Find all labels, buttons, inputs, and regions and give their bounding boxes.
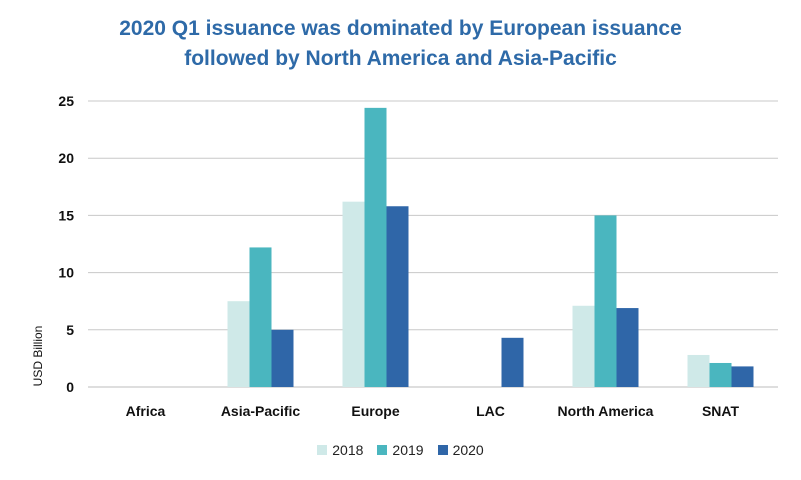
legend-item-2019: 2019 (377, 442, 424, 458)
gridlines (88, 100, 778, 388)
bar-2018-north-america (572, 305, 595, 387)
bar-2020-north-america (616, 308, 639, 387)
bar-2020-snat (731, 366, 754, 387)
bar-2018-snat (687, 354, 710, 387)
legend-item-2018: 2018 (317, 442, 363, 458)
bar-2019-north-america (594, 215, 617, 387)
x-axis-ticks: Africa Asia-Pacific Europe LAC North America… (126, 403, 740, 419)
x-tick-label: LAC (476, 403, 505, 419)
legend-swatch (317, 445, 328, 455)
chart-title: 2020 Q1 issuance was dominated by Europe… (0, 14, 801, 74)
bar-2018-asia-pacific (227, 301, 250, 387)
bar-2020-lac (501, 337, 524, 387)
bar-2020-asia-pacific (271, 329, 294, 387)
y-tick-label: 15 (58, 207, 74, 223)
legend-label: 2018 (332, 442, 364, 458)
x-tick-label: SNAT (702, 403, 740, 419)
y-axis-ticks: 0 5 10 15 20 25 (58, 93, 74, 395)
bar-2019-asia-pacific (249, 247, 272, 387)
y-tick-label: 10 (58, 265, 74, 281)
bars (227, 107, 754, 387)
y-tick-label: 25 (58, 93, 74, 109)
bar-2019-europe (364, 107, 387, 387)
y-tick-label: 20 (58, 150, 74, 166)
legend-item-2020: 2020 (437, 442, 484, 458)
bar-2020-europe (386, 206, 409, 387)
legend-label: 2020 (452, 442, 484, 458)
x-tick-label: North America (558, 403, 654, 419)
y-axis-label: USD Billion (31, 326, 45, 387)
bar-chart: 0 5 10 15 20 25 USD Billion Africa Asia-Pacifi… (31, 93, 778, 419)
legend-swatch (437, 445, 448, 455)
legend-swatch (377, 445, 388, 455)
chart-title-line-1: 2020 Q1 issuance was dominated by Europe… (119, 17, 682, 40)
bar-2018-europe (342, 201, 365, 387)
x-tick-label: Africa (126, 403, 166, 419)
y-tick-label: 0 (66, 379, 74, 395)
bar-2019-snat (709, 362, 732, 387)
legend-label: 2019 (392, 442, 424, 458)
legend: 2018 2019 2020 (0, 442, 801, 458)
chart-title-line-2: followed by North America and Asia-Pacif… (184, 47, 617, 70)
x-tick-label: Asia-Pacific (221, 403, 301, 419)
x-tick-label: Europe (351, 403, 399, 419)
y-tick-label: 5 (66, 322, 74, 338)
